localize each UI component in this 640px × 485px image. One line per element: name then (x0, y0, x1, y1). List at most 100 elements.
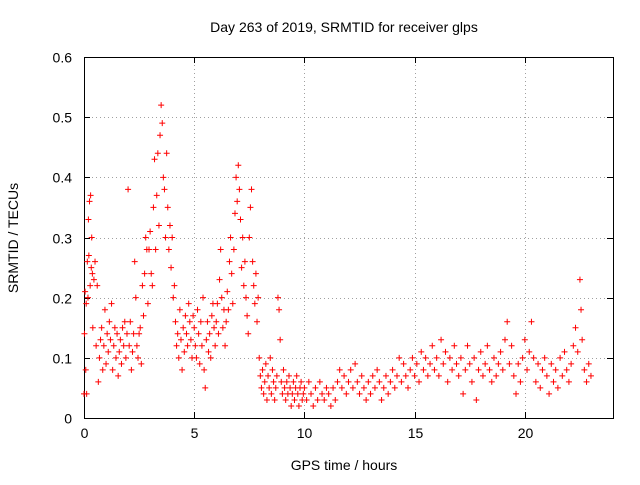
data-point-marker (136, 330, 143, 337)
data-point-marker (400, 360, 407, 367)
data-point-marker (535, 360, 542, 367)
y-tick-label: 0.6 (53, 50, 73, 66)
data-point-marker (457, 354, 464, 361)
data-point-marker (572, 324, 579, 331)
data-point-marker (484, 342, 491, 349)
data-point-marker (165, 246, 172, 253)
data-point-marker (184, 342, 191, 349)
data-point-marker (148, 270, 155, 277)
data-point-marker (345, 378, 352, 385)
data-point-marker (132, 294, 139, 301)
data-point-marker (354, 378, 361, 385)
data-point-marker (231, 210, 238, 217)
data-point-marker (285, 372, 292, 379)
data-point-marker (451, 342, 458, 349)
data-point-marker (119, 324, 126, 331)
data-point-marker (508, 342, 515, 349)
data-point-marker (146, 246, 153, 253)
data-point-marker (93, 342, 100, 349)
data-point-marker (144, 300, 151, 307)
data-point-marker (402, 372, 409, 379)
data-point-marker (170, 294, 177, 301)
data-point-marker (137, 324, 144, 331)
data-point-marker (363, 396, 370, 403)
data-point-marker (295, 402, 302, 409)
data-point-marker (332, 396, 339, 403)
data-point-marker (250, 282, 257, 289)
data-point-marker (160, 174, 167, 181)
data-point-marker (112, 354, 119, 361)
data-point-marker (473, 396, 480, 403)
data-point-marker (396, 354, 403, 361)
data-point-marker (128, 366, 135, 373)
data-point-marker (155, 222, 162, 229)
x-tick-label: 15 (408, 425, 424, 441)
data-point-marker (206, 330, 213, 337)
data-point-marker (96, 354, 103, 361)
data-point-marker (438, 336, 445, 343)
data-point-marker (552, 366, 559, 373)
data-points (81, 102, 594, 409)
data-point-marker (233, 174, 240, 181)
data-point-marker (181, 348, 188, 355)
data-point-marker (84, 294, 91, 301)
data-point-marker (228, 270, 235, 277)
data-point-marker (493, 372, 500, 379)
data-point-marker (125, 186, 132, 193)
data-point-marker (274, 294, 281, 301)
data-point-marker (587, 372, 594, 379)
data-point-marker (257, 372, 264, 379)
data-point-marker (186, 318, 193, 325)
data-point-marker (223, 318, 230, 325)
data-point-marker (420, 366, 427, 373)
data-point-marker (528, 318, 535, 325)
data-point-marker (563, 366, 570, 373)
x-tick-label: 10 (297, 425, 313, 441)
data-point-marker (109, 366, 116, 373)
data-point-marker (517, 378, 524, 385)
data-point-marker (548, 360, 555, 367)
y-tick-label: 0.5 (53, 110, 73, 126)
data-point-marker (427, 360, 434, 367)
data-point-marker (269, 366, 276, 373)
data-point-marker (214, 300, 221, 307)
data-point-marker (574, 348, 581, 355)
data-point-marker (218, 294, 225, 301)
data-point-marker (94, 282, 101, 289)
x-axis-label: GPS time / hours (291, 457, 398, 473)
data-point-marker (435, 372, 442, 379)
data-point-marker (192, 342, 199, 349)
data-point-marker (174, 330, 181, 337)
data-point-marker (495, 360, 502, 367)
data-point-marker (240, 282, 247, 289)
x-tick-label: 20 (518, 425, 534, 441)
data-point-marker (150, 204, 157, 211)
data-point-marker (114, 330, 121, 337)
data-point-marker (237, 216, 244, 223)
data-point-marker (172, 318, 179, 325)
data-point-marker (241, 258, 248, 265)
data-point-marker (239, 234, 246, 241)
data-point-marker (213, 318, 220, 325)
data-point-marker (268, 390, 275, 397)
data-point-marker (464, 342, 471, 349)
data-point-marker (226, 258, 233, 265)
data-point-marker (230, 246, 237, 253)
data-point-marker (198, 342, 205, 349)
data-point-marker (197, 318, 204, 325)
data-point-marker (224, 288, 231, 295)
data-point-marker (343, 390, 350, 397)
data-point-marker (490, 354, 497, 361)
data-point-marker (97, 336, 104, 343)
data-point-marker (266, 384, 273, 391)
data-point-marker (179, 366, 186, 373)
data-point-marker (391, 384, 398, 391)
data-point-marker (245, 330, 252, 337)
data-point-marker (585, 360, 592, 367)
data-point-marker (290, 378, 297, 385)
data-point-marker (349, 384, 356, 391)
data-point-marker (501, 336, 508, 343)
data-point-marker (568, 360, 575, 367)
data-point-marker (133, 342, 140, 349)
